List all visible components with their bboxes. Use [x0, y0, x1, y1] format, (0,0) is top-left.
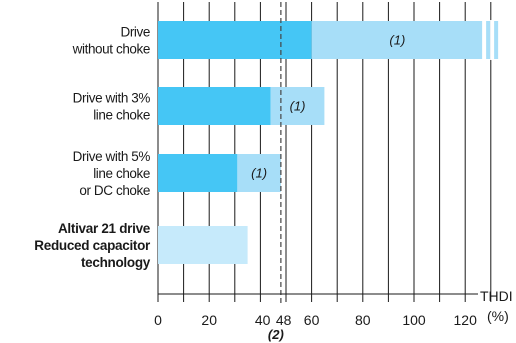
bar-1-segment-1	[270, 87, 325, 125]
category-label: Drive	[120, 25, 150, 40]
x-tick-label-48: 48	[276, 312, 292, 328]
bar-2-segment-1	[237, 154, 281, 192]
bars-layer: (1) (1) (1)	[158, 2, 503, 304]
bar-break-stripe-2	[498, 20, 503, 60]
category-label: Reduced capacitor	[34, 238, 151, 253]
category-label: Drive with 5%	[73, 149, 151, 164]
bar-break-tail-0	[486, 21, 491, 59]
x-tick-label-80: 80	[355, 312, 371, 328]
bar-2-segment-label: (1)	[251, 166, 267, 181]
category-label: line choke	[93, 108, 150, 123]
x-tick-label-20: 20	[201, 312, 217, 328]
category-label: Altivar 21 drive	[58, 221, 151, 236]
bar-0-segment-label: (1)	[389, 33, 405, 48]
bar-1-segment-label: (1)	[290, 99, 306, 114]
x-tick-label-120: 120	[454, 312, 478, 328]
bar-break-stripe-0	[482, 20, 487, 60]
x-axis-unit: (%)	[487, 308, 509, 324]
bar-1-segment-0	[158, 87, 271, 125]
x-tick-label-100: 100	[402, 312, 426, 328]
category-label: line choke	[93, 166, 150, 181]
bar-0-segment-0	[158, 21, 312, 59]
bar-3-segment-2	[158, 226, 248, 264]
category-label: without choke	[72, 42, 150, 57]
category-labels: Drive without choke Drive with 3% line chok…	[34, 25, 151, 271]
category-label: or DC choke	[79, 183, 150, 198]
x-tick-label-40: 40	[255, 312, 271, 328]
bar-2-segment-0	[158, 154, 238, 192]
category-label: technology	[81, 255, 151, 270]
x-axis: 0 20 40 48 60 80 100 120 (2) THDI (%)	[154, 288, 513, 342]
x-axis-title: THDI	[480, 288, 513, 304]
category-label: Drive with 3%	[73, 91, 151, 106]
x-tick-label-0: 0	[154, 312, 162, 328]
bar-break-tail-1	[494, 21, 499, 59]
reference-line-label: (2)	[268, 327, 284, 342]
bar-break-stripe-1	[490, 20, 495, 60]
x-tick-label-60: 60	[304, 312, 320, 328]
bar-0-segment-1	[311, 21, 484, 59]
